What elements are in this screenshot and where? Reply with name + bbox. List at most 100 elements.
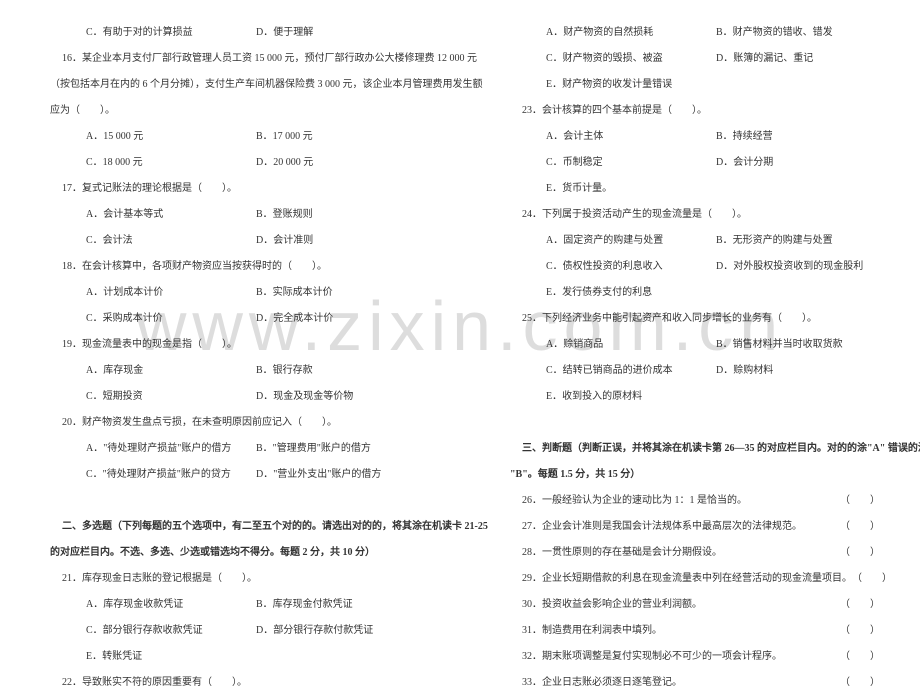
q20-opts-ab: A．"待处理财产损益"账户的借方B．"管理费用"账户的借方 bbox=[50, 436, 420, 462]
opt: B．库存现金付款凭证 bbox=[256, 592, 353, 618]
q22-opts-ab: A．财产物资的自然损耗B．财产物资的错收、错发 bbox=[510, 20, 880, 46]
q21-opt-e: E．转账凭证 bbox=[50, 644, 420, 670]
q20-stem: 20．财产物资发生盘点亏损，在未查明原因前应记入（ ）。 bbox=[50, 410, 420, 436]
opt: C．有助于对的计算损益 bbox=[86, 20, 256, 46]
q15-opts-cd: C．有助于对的计算损益D．便于理解 bbox=[50, 20, 420, 46]
q16-line3: 应为（ ）。 bbox=[50, 98, 420, 124]
opt: D．会计分期 bbox=[716, 150, 773, 176]
stem: 26．一般经验认为企业的速动比为 1：1 是恰当的。 bbox=[522, 488, 747, 514]
q17-opts-ab: A．会计基本等式B．登账规则 bbox=[50, 202, 420, 228]
opt: C．币制稳定 bbox=[546, 150, 716, 176]
blank: （ ） bbox=[840, 540, 880, 566]
q21-opts-ab: A．库存现金收款凭证B．库存现金付款凭证 bbox=[50, 592, 420, 618]
q21-opts-cd: C．部分银行存款收款凭证D．部分银行存款付款凭证 bbox=[50, 618, 420, 644]
q18-opts-cd: C．采购成本计价D．完全成本计价 bbox=[50, 306, 420, 332]
opt: A．库存现金 bbox=[86, 358, 256, 384]
q25-opts-ab: A．赊销商品B．销售材料并当时收取货款 bbox=[510, 332, 880, 358]
q16-line2: （按包括本月在内的 6 个月分摊），支付生产车间机器保险费 3 000 元，该企… bbox=[50, 72, 420, 98]
q22-stem: 22．导致账实不符的原因重要有（ ）。 bbox=[50, 670, 420, 696]
opt: D．现金及现金等价物 bbox=[256, 384, 353, 410]
section3-head1: 三、判断题（判断正误，并将其涂在机读卡第 26—35 的对应栏目内。对的的涂"A… bbox=[510, 436, 880, 462]
opt: C．会计法 bbox=[86, 228, 256, 254]
q18-stem: 18．在会计核算中，各项财产物资应当按获得时的（ ）。 bbox=[50, 254, 420, 280]
stem: 32．期末账项调整是复付实现制必不可少的一项会计程序。 bbox=[522, 644, 782, 670]
blank: （ ） bbox=[840, 670, 880, 696]
q29: 29．企业长短期借款的利息在现金流量表中列在经营活动的现金流量项目。（ ） bbox=[510, 566, 880, 592]
section3-head2: "B"。每题 1.5 分，共 15 分） bbox=[510, 462, 880, 488]
opt: D．部分银行存款付款凭证 bbox=[256, 618, 373, 644]
opt: B．"管理费用"账户的借方 bbox=[256, 436, 371, 462]
opt: B．财产物资的错收、错发 bbox=[716, 20, 833, 46]
q26: 26．一般经验认为企业的速动比为 1：1 是恰当的。 （ ） bbox=[510, 488, 880, 514]
opt: D．20 000 元 bbox=[256, 150, 313, 176]
stem: 29．企业长短期借款的利息在现金流量表中列在经营活动的现金流量项目。 bbox=[522, 566, 852, 592]
opt: A．会计基本等式 bbox=[86, 202, 256, 228]
q19-stem: 19．现金流量表中的现金是指（ ）。 bbox=[50, 332, 420, 358]
blank: （ ） bbox=[840, 618, 880, 644]
left-column: C．有助于对的计算损益D．便于理解 16．某企业本月支付厂部行政管理人员工资 1… bbox=[0, 0, 460, 651]
q22-opt-e: E．财产物资的收发计量错误 bbox=[510, 72, 880, 98]
q23-opts-ab: A．会计主体B．持续经营 bbox=[510, 124, 880, 150]
spacer bbox=[510, 410, 880, 436]
q28: 28．一贯性原则的存在基础是会计分期假设。 （ ） bbox=[510, 540, 880, 566]
q17-stem: 17．复式记账法的理论根据是（ ）。 bbox=[50, 176, 420, 202]
blank: （ ） bbox=[840, 488, 880, 514]
q19-opts-ab: A．库存现金B．银行存款 bbox=[50, 358, 420, 384]
q33: 33．企业日志账必须逐日逐笔登记。（ ） bbox=[510, 670, 880, 696]
q23-opts-cd: C．币制稳定D．会计分期 bbox=[510, 150, 880, 176]
opt: C．"待处理财产损益"账户的贷方 bbox=[86, 462, 256, 488]
q27: 27．企业会计准则是我国会计法规体系中最高层次的法律规范。（ ） bbox=[510, 514, 880, 540]
q23-stem: 23．会计核算的四个基本前提是（ ）。 bbox=[510, 98, 880, 124]
opt: C．财产物资的毁损、被盗 bbox=[546, 46, 716, 72]
opt: B．实际成本计价 bbox=[256, 280, 333, 306]
section2-head2: 的对应栏目内。不选、多选、少选或错选均不得分。每题 2 分，共 10 分） bbox=[50, 540, 420, 566]
blank: （ ） bbox=[840, 644, 880, 670]
opt: A．"待处理财产损益"账户的借方 bbox=[86, 436, 256, 462]
opt: D．账簿的漏记、重记 bbox=[716, 46, 813, 72]
stem: 28．一贯性原则的存在基础是会计分期假设。 bbox=[522, 540, 722, 566]
opt: A．赊销商品 bbox=[546, 332, 716, 358]
opt: D．便于理解 bbox=[256, 20, 313, 46]
opt: A．固定资产的购建与处置 bbox=[546, 228, 716, 254]
opt: D．完全成本计价 bbox=[256, 306, 333, 332]
q20-opts-cd: C．"待处理财产损益"账户的贷方D．"营业外支出"账户的借方 bbox=[50, 462, 420, 488]
q25-stem: 25．下列经济业务中能引起资产和收入同步增长的业务有（ ）。 bbox=[510, 306, 880, 332]
opt: B．无形资产的购建与处置 bbox=[716, 228, 833, 254]
q16-opts-ab: A．15 000 元B．17 000 元 bbox=[50, 124, 420, 150]
opt: C．债权性投资的利息收入 bbox=[546, 254, 716, 280]
opt: B．银行存款 bbox=[256, 358, 313, 384]
q31: 31．制造费用在利润表中填列。（ ） bbox=[510, 618, 880, 644]
q16-opts-cd: C．18 000 元D．20 000 元 bbox=[50, 150, 420, 176]
q24-opts-ab: A．固定资产的购建与处置B．无形资产的购建与处置 bbox=[510, 228, 880, 254]
spacer bbox=[50, 488, 420, 514]
opt: D．赊购材料 bbox=[716, 358, 773, 384]
q24-stem: 24．下列属于投资活动产生的现金流量是（ ）。 bbox=[510, 202, 880, 228]
opt: D．会计准则 bbox=[256, 228, 313, 254]
q30: 30．投资收益会影响企业的营业利润额。 （ ） bbox=[510, 592, 880, 618]
q24-opt-e: E．发行债券支付的利息 bbox=[510, 280, 880, 306]
opt: B．登账规则 bbox=[256, 202, 313, 228]
opt: C．部分银行存款收款凭证 bbox=[86, 618, 256, 644]
opt: B．持续经营 bbox=[716, 124, 773, 150]
blank: （ ） bbox=[852, 566, 892, 592]
opt: D．"营业外支出"账户的借方 bbox=[256, 462, 381, 488]
blank: （ ） bbox=[840, 592, 880, 618]
opt: A．财产物资的自然损耗 bbox=[546, 20, 716, 46]
q21-stem: 21．库存现金日志账的登记根据是（ ）。 bbox=[50, 566, 420, 592]
section2-head1: 二、多选题（下列每题的五个选项中，有二至五个对的的。请选出对的的，将其涂在机读卡… bbox=[50, 514, 420, 540]
q25-opt-e: E．收到投入的原材料 bbox=[510, 384, 880, 410]
opt: C．短期投资 bbox=[86, 384, 256, 410]
stem: 27．企业会计准则是我国会计法规体系中最高层次的法律规范。 bbox=[522, 514, 802, 540]
opt: B．17 000 元 bbox=[256, 124, 313, 150]
opt: C．采购成本计价 bbox=[86, 306, 256, 332]
page-container: C．有助于对的计算损益D．便于理解 16．某企业本月支付厂部行政管理人员工资 1… bbox=[0, 0, 920, 651]
q23-opt-e: E．货币计量。 bbox=[510, 176, 880, 202]
opt: A．15 000 元 bbox=[86, 124, 256, 150]
q24-opts-cd: C．债权性投资的利息收入D．对外股权投资收到的现金股利 bbox=[510, 254, 880, 280]
right-column: A．财产物资的自然损耗B．财产物资的错收、错发 C．财产物资的毁损、被盗D．账簿… bbox=[460, 0, 920, 651]
stem: 30．投资收益会影响企业的营业利润额。 bbox=[522, 592, 702, 618]
q32: 32．期末账项调整是复付实现制必不可少的一项会计程序。 （ ） bbox=[510, 644, 880, 670]
opt: A．会计主体 bbox=[546, 124, 716, 150]
q25-opts-cd: C．结转已销商品的进价成本D．赊购材料 bbox=[510, 358, 880, 384]
opt: B．销售材料并当时收取货款 bbox=[716, 332, 843, 358]
